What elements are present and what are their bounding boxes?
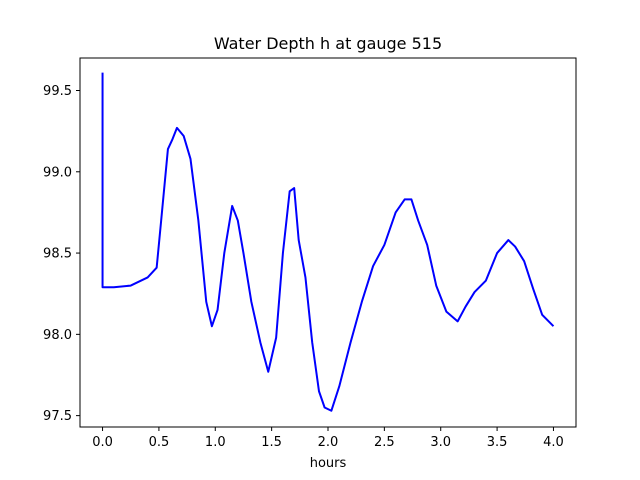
y-tick-label: 98.5: [43, 247, 72, 262]
x-tick-label: 1.0: [205, 435, 226, 450]
x-tick-label: 0.5: [149, 435, 170, 450]
x-tick-label: 1.5: [261, 435, 282, 450]
plot-frame: [79, 57, 577, 428]
x-tick-label: 2.5: [374, 435, 395, 450]
series-line-1: [101, 72, 555, 412]
y-tick-label: 97.5: [43, 409, 72, 424]
x-tick-label: 4.0: [543, 435, 564, 450]
x-axis-title: hours: [310, 456, 347, 471]
x-tick-label: 3.5: [487, 435, 508, 450]
x-tick-label: 0.0: [92, 435, 113, 450]
x-tick-label: 3.0: [430, 435, 451, 450]
y-tick-label: 99.0: [43, 165, 72, 180]
y-tick-label: 98.0: [43, 328, 72, 343]
chart-marks: [101, 72, 555, 412]
chart-title: Water Depth h at gauge 515: [214, 34, 442, 53]
y-tick-label: 99.5: [43, 84, 72, 99]
x-tick-label: 2.0: [318, 435, 339, 450]
chart-axes: 0.0 0.5 1.0 1.5 2.0 2.5 3.0 3.5 4.0 97.5 98.0 98.5 9…: [43, 57, 577, 450]
